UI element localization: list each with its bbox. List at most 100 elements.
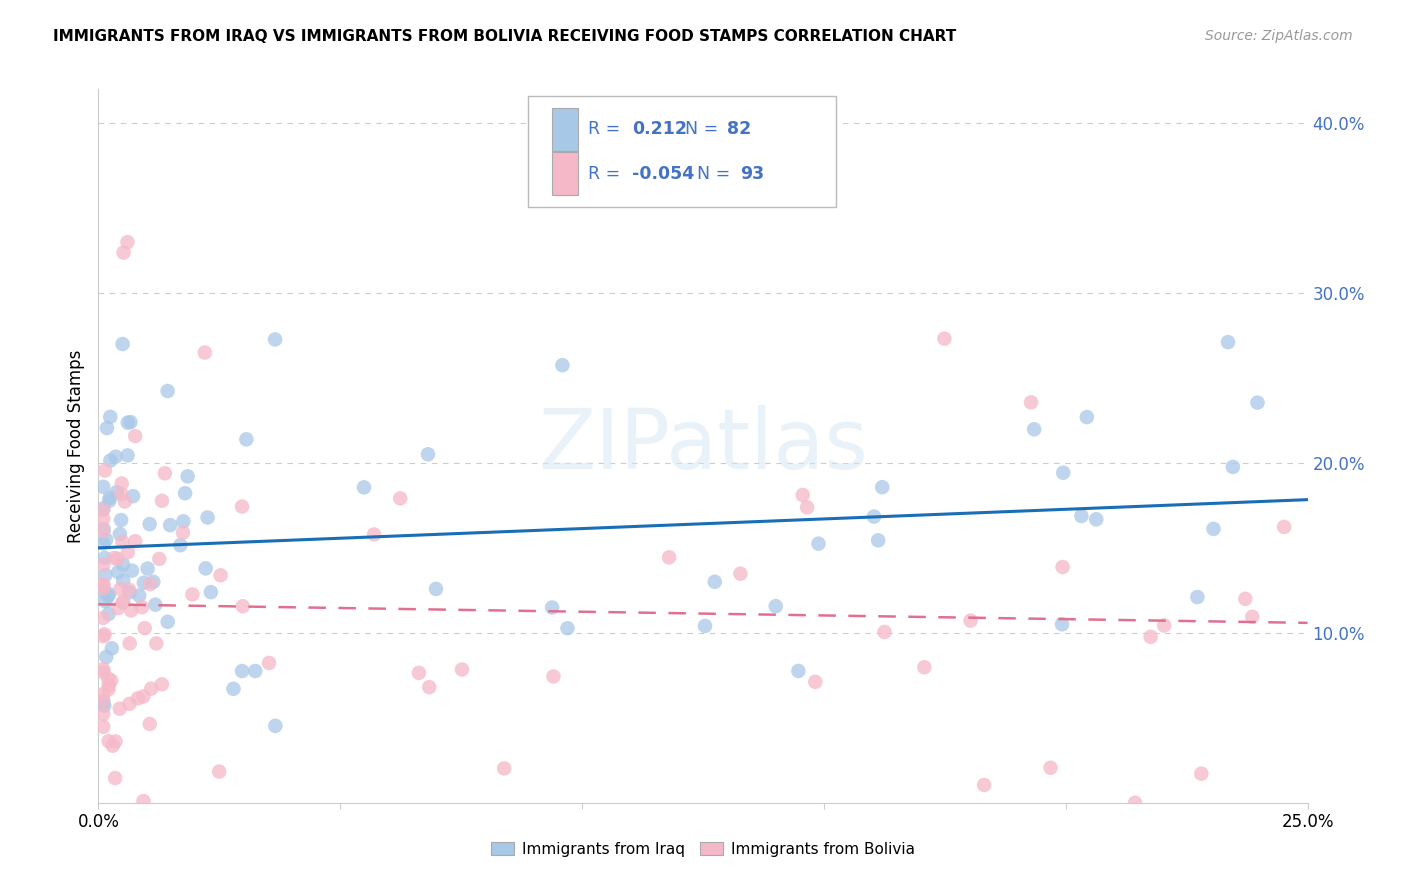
Point [1050, 617, 1073, 632]
Point [94, 463, 117, 477]
Point [104, 734, 127, 748]
Point [1241, 609, 1264, 624]
Point [117, 449, 139, 463]
Point [118, 582, 141, 597]
Legend: Immigrants from Iraq, Immigrants from Bolivia: Immigrants from Iraq, Immigrants from Bo… [485, 836, 921, 863]
Point [101, 641, 124, 656]
Text: 82: 82 [727, 120, 751, 138]
Point [91, 502, 114, 516]
Point [1085, 512, 1108, 526]
Point [200, 585, 222, 599]
Point [139, 577, 162, 591]
Point [91, 512, 114, 526]
Point [796, 500, 818, 515]
Point [97, 587, 120, 601]
Point [91, 693, 114, 707]
Text: N =: N = [697, 165, 735, 183]
Point [693, 619, 716, 633]
Point [543, 669, 565, 683]
FancyBboxPatch shape [551, 108, 578, 151]
Point [557, 621, 579, 635]
Point [98, 409, 121, 424]
Point [172, 514, 194, 528]
Point [91, 582, 114, 596]
Point [1024, 422, 1046, 436]
Point [418, 680, 440, 694]
Point [112, 574, 135, 588]
Point [194, 345, 217, 359]
Point [127, 691, 149, 706]
Point [138, 517, 160, 532]
Point [1272, 520, 1295, 534]
Point [209, 568, 232, 582]
Point [93, 627, 115, 641]
Point [150, 493, 173, 508]
Point [93, 578, 115, 592]
Point [91, 524, 114, 538]
Point [104, 771, 127, 785]
Point [107, 601, 129, 615]
Point [363, 527, 385, 541]
Text: R =: R = [588, 165, 626, 183]
Point [425, 582, 447, 596]
Text: R =: R = [588, 120, 626, 138]
Point [96, 533, 118, 547]
Point [118, 697, 141, 711]
Point [1222, 459, 1244, 474]
Point [91, 720, 114, 734]
Point [97, 672, 120, 686]
Point [120, 603, 142, 617]
Point [1153, 618, 1175, 632]
Point [730, 566, 752, 581]
Point [93, 698, 115, 713]
Point [91, 577, 114, 591]
Point [156, 384, 179, 398]
Point [792, 488, 814, 502]
Point [264, 719, 287, 733]
Point [143, 598, 166, 612]
Point [494, 761, 516, 775]
Point [174, 486, 197, 500]
Text: ZIPatlas: ZIPatlas [538, 406, 868, 486]
Point [108, 527, 131, 541]
Point [117, 545, 139, 559]
Point [104, 450, 127, 464]
Point [1187, 590, 1209, 604]
Point [118, 636, 141, 650]
Point [101, 739, 124, 753]
Point [98, 493, 121, 508]
Point [176, 469, 198, 483]
Point [148, 552, 170, 566]
Point [541, 600, 564, 615]
Point [128, 589, 150, 603]
Point [117, 416, 139, 430]
Point [93, 522, 115, 536]
Point [111, 595, 134, 609]
Point [194, 561, 217, 575]
Point [96, 649, 118, 664]
Point [97, 607, 120, 621]
Point [1123, 796, 1146, 810]
Point [807, 536, 830, 550]
Point [97, 734, 120, 748]
Text: 0.212: 0.212 [631, 120, 686, 138]
Point [257, 656, 280, 670]
Point [1202, 522, 1225, 536]
Point [1189, 766, 1212, 780]
Point [112, 595, 135, 609]
Point [97, 682, 120, 697]
Point [870, 480, 893, 494]
Point [912, 660, 935, 674]
Point [91, 707, 114, 722]
Point [141, 681, 163, 696]
Point [353, 480, 375, 494]
Point [1019, 395, 1042, 409]
Point [100, 673, 122, 688]
Point [264, 333, 287, 347]
Point [1039, 761, 1062, 775]
Point [97, 589, 120, 603]
Point [231, 500, 253, 514]
Point [1070, 508, 1092, 523]
Point [110, 513, 132, 527]
FancyBboxPatch shape [527, 96, 837, 207]
